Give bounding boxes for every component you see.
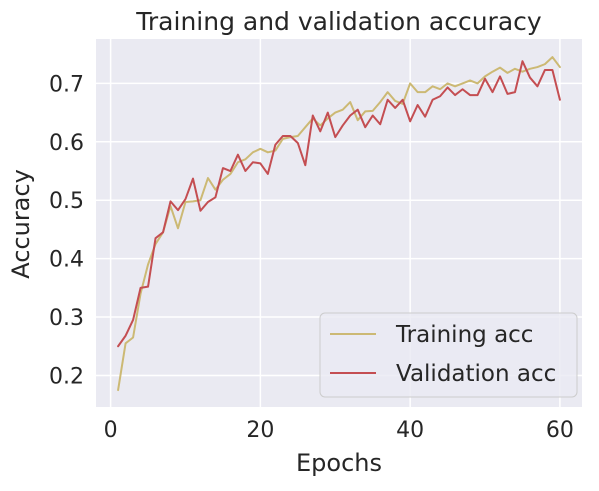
x-axis-label: Epochs (296, 449, 382, 477)
chart-title: Training and validation accuracy (135, 7, 542, 36)
x-tick-label: 20 (246, 418, 274, 443)
series-line-training (117, 56, 561, 392)
legend-label-training: Training acc (395, 322, 533, 348)
legend-label-validation: Validation acc (396, 361, 556, 387)
x-tick-label: 60 (546, 418, 574, 443)
y-tick-label: 0.2 (49, 364, 84, 389)
y-tick-label: 0.6 (49, 131, 84, 156)
y-tick-label: 0.3 (49, 306, 84, 331)
y-tick-label: 0.7 (49, 72, 84, 97)
x-tick-label: 40 (396, 418, 424, 443)
y-tick-label: 0.4 (49, 248, 84, 273)
legend-box (319, 312, 578, 398)
y-tick-label: 0.5 (49, 189, 84, 214)
y-axis-label: Accuracy (7, 169, 35, 279)
legend: Training acc Validation acc (319, 312, 578, 398)
y-tick-labels: 0.2 0.3 0.4 0.5 0.6 0.7 (49, 72, 84, 389)
series-lines (117, 56, 561, 392)
series-line-validation (117, 60, 561, 348)
x-tick-labels: 0 20 40 60 (104, 418, 574, 443)
x-tick-label: 0 (104, 418, 118, 443)
